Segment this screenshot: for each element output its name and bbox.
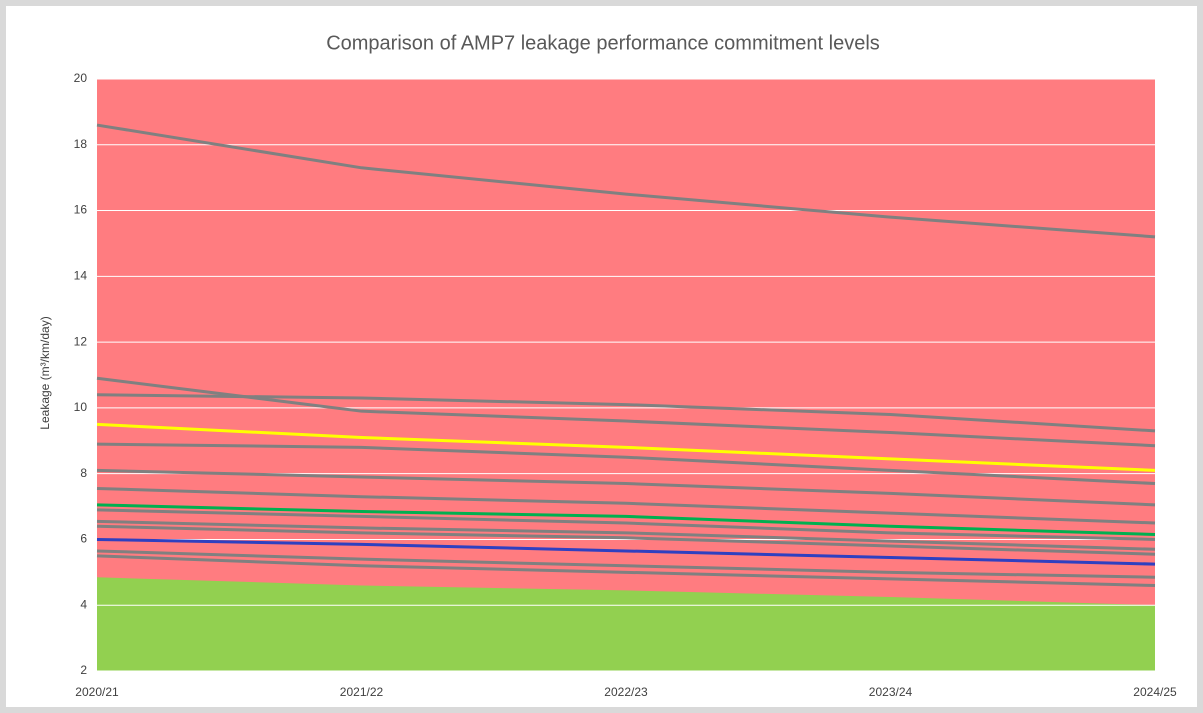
y-tick-label: 12 [74,334,88,348]
line [96,524,1156,556]
chart-title: Comparison of AMP7 leakage performance c… [326,32,880,54]
x-tick-label: 2020/21 [75,685,119,699]
y-tick-label: 2 [80,663,87,677]
x-tick-label: 2023/24 [869,685,913,699]
y-tick-label: 20 [74,71,88,85]
line [96,123,1156,239]
line [96,503,1156,537]
line [96,393,1156,433]
line [96,549,1156,579]
x-tick-label: 2024/25 [1133,685,1177,699]
line [96,442,1156,486]
chart: Comparison of AMP7 leakage performance c… [38,32,1177,699]
line [96,519,1156,551]
y-tick-label: 8 [80,466,87,480]
line [96,486,1156,525]
y-tick-label: 4 [80,597,87,611]
y-tick-label: 14 [74,269,88,283]
y-tick-label: 18 [74,137,88,151]
line [96,554,1156,587]
line [96,468,1156,507]
line [96,537,1156,566]
x-tick-label: 2021/22 [340,685,384,699]
line [96,508,1156,541]
y-tick-label: 10 [74,400,88,414]
x-tick-label: 2022/23 [604,685,648,699]
line [96,422,1156,472]
y-tick-label: 6 [80,532,87,546]
y-axis-label: Leakage (m³/km/day) [38,316,52,429]
area [97,577,1155,671]
chart-frame: Comparison of AMP7 leakage performance c… [6,6,1197,707]
y-tick-label: 16 [74,203,88,217]
line [96,376,1156,448]
